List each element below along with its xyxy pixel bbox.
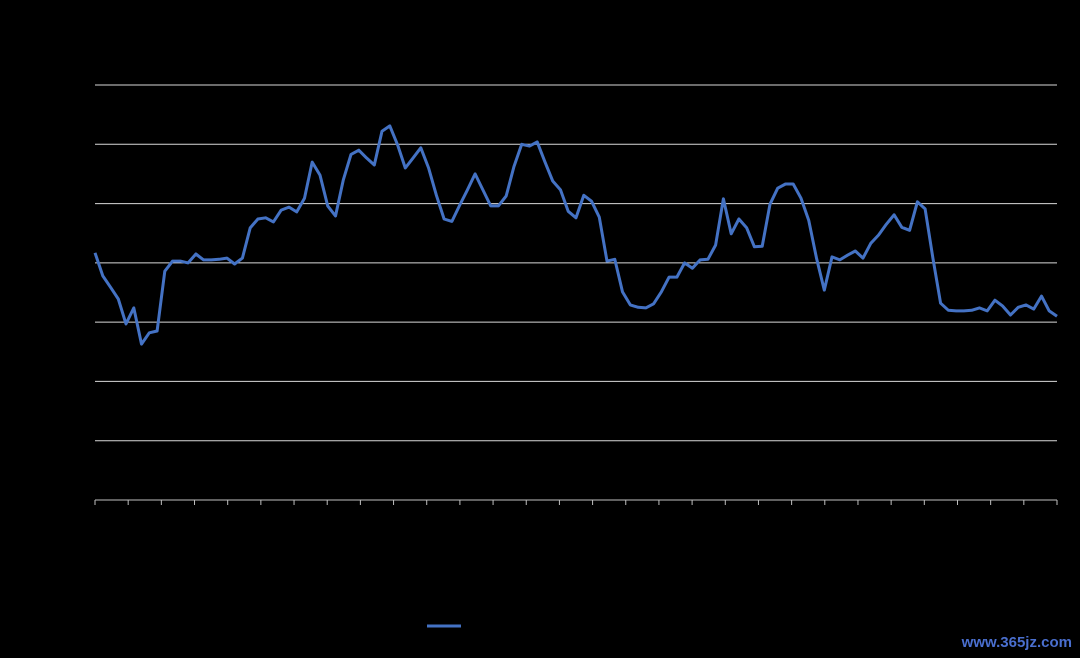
y-tick-label: 4	[80, 255, 87, 269]
y-tick-label: 6	[80, 136, 87, 150]
series-line	[93, 124, 1058, 346]
y-tick-label: 7	[80, 77, 87, 91]
watermark: www.365jz.com	[961, 634, 1072, 651]
y-tick-label: 0	[80, 492, 87, 506]
y-tick-label: 1	[80, 433, 87, 447]
y-tick-label: 2	[80, 374, 87, 388]
y-tick-label: 3	[80, 314, 87, 328]
y-tick-label: 5	[80, 196, 87, 210]
